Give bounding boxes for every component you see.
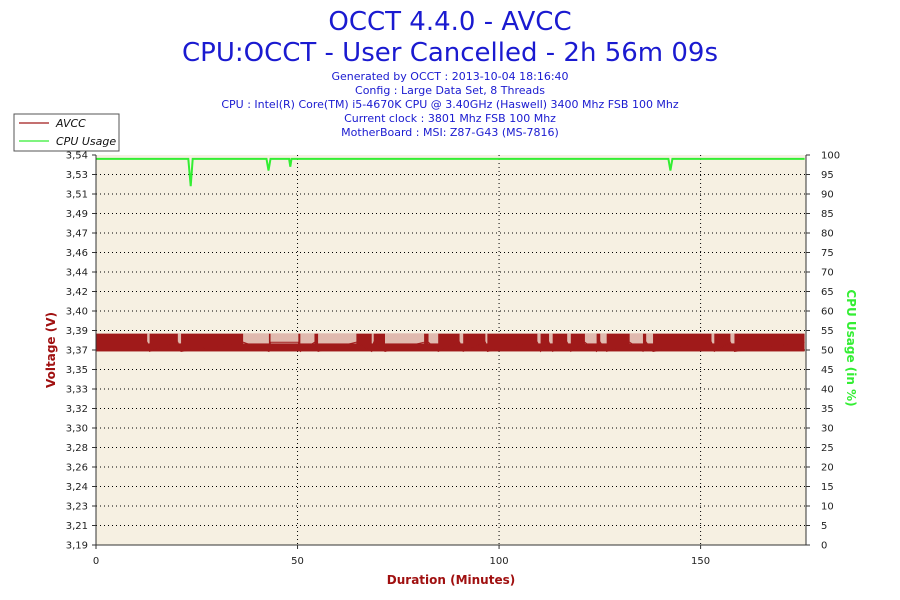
info-generated: Generated by OCCT : 2013-10-04 18:16:40 [331, 70, 568, 83]
y2-tick-label: 65 [821, 287, 834, 298]
y2-tick-label: 55 [821, 326, 834, 337]
y-tick-label: 3,35 [66, 365, 88, 376]
avcc-gap [584, 333, 597, 344]
y2-tick-label: 80 [821, 229, 834, 240]
y-tick-label: 3,26 [66, 463, 88, 474]
y2-tick-label: 100 [821, 151, 840, 162]
y-tick-label: 3,42 [66, 287, 88, 298]
y2-tick-label: 85 [821, 209, 834, 220]
tick-labels: 3,19 0 3,21 5 3,23 10 3,24 15 3,26 20 3,28 25 3,30 30… [66, 151, 840, 568]
avcc-gap [243, 333, 269, 344]
y-tick-label: 3,54 [66, 151, 88, 162]
y-tick-label: 3,49 [66, 209, 88, 220]
avcc-gap [485, 333, 488, 344]
info-clock: Current clock : 3801 Mhz FSB 100 Mhz [344, 112, 556, 125]
y-tick-label: 3,21 [66, 521, 88, 532]
x-tick-label: 0 [93, 556, 99, 567]
y-tick-label: 3,24 [66, 482, 88, 493]
avcc-gap [730, 333, 735, 344]
y-tick-label: 3,47 [66, 229, 88, 240]
y2-tick-label: 20 [821, 463, 834, 474]
info-cpu: CPU : Intel(R) Core(TM) i5-4670K CPU @ 3… [221, 98, 679, 111]
legend-label-avcc: AVCC [55, 117, 86, 130]
avcc-gap [428, 333, 439, 344]
avcc-gap [567, 333, 571, 344]
y2-tick-label: 5 [821, 521, 827, 532]
y-tick-label: 3,53 [66, 170, 88, 181]
y-axis-title: Voltage (V) [44, 312, 58, 388]
y-tick-label: 3,32 [66, 404, 88, 415]
chart-subtitle: CPU:OCCT - User Cancelled - 2h 56m 09s [182, 38, 718, 68]
avcc-gap [177, 333, 182, 344]
y-tick-label: 3,37 [66, 346, 88, 357]
y2-tick-label: 50 [821, 346, 834, 357]
grid [96, 155, 806, 545]
legend-box [13, 113, 120, 152]
avcc-gap [384, 333, 425, 344]
y-tick-label: 3,40 [66, 307, 88, 318]
y2-tick-label: 30 [821, 424, 834, 435]
y-tick-label: 3,44 [66, 268, 88, 279]
y2-tick-label: 40 [821, 385, 834, 396]
series-cpu-usage-line [96, 157, 805, 187]
y-tick-label: 3,23 [66, 502, 88, 513]
avcc-gap [300, 333, 315, 344]
y2-tick-label: 70 [821, 268, 834, 279]
series-avcc-line [96, 341, 805, 353]
avcc-gap [629, 333, 643, 344]
y2-tick-label: 15 [821, 482, 834, 493]
x-tick-label: 150 [691, 556, 710, 567]
avcc-band [96, 333, 805, 352]
info-config: Config : Large Data Set, 8 Threads [355, 84, 545, 97]
avcc-gap [459, 333, 464, 344]
y2-tick-label: 95 [821, 170, 834, 181]
y-tick-label: 3,28 [66, 443, 88, 454]
legend: AVCC CPU Usage [13, 113, 120, 152]
avcc-gap [147, 333, 150, 344]
y-tick-label: 3,19 [66, 541, 88, 552]
avcc-gap [537, 333, 541, 344]
avcc-gap [549, 333, 553, 344]
avcc-gap [600, 333, 607, 344]
y-tick-label: 3,30 [66, 424, 88, 435]
x-tick-label: 100 [490, 556, 509, 567]
series-layer [96, 157, 805, 353]
y2-tick-label: 75 [821, 248, 834, 259]
avcc-gap [711, 333, 715, 344]
y2-axis-title: CPU Usage (in %) [844, 289, 858, 406]
y2-tick-label: 10 [821, 502, 834, 513]
axes [92, 154, 810, 549]
y-tick-label: 3,39 [66, 326, 88, 337]
x-tick-label: 50 [291, 556, 304, 567]
y2-tick-label: 0 [821, 541, 827, 552]
y2-tick-label: 45 [821, 365, 834, 376]
y2-tick-label: 90 [821, 190, 834, 201]
avcc-gap [270, 333, 299, 344]
y2-tick-label: 35 [821, 404, 834, 415]
info-motherboard: MotherBoard : MSI: Z87-G43 (MS-7816) [341, 126, 559, 139]
x-axis-title: Duration (Minutes) [387, 573, 515, 587]
y2-tick-label: 25 [821, 443, 834, 454]
avcc-gap [646, 333, 654, 344]
avcc-gap [371, 333, 374, 344]
chart-title: OCCT 4.4.0 - AVCC [328, 7, 571, 37]
y2-tick-label: 60 [821, 307, 834, 318]
y-tick-label: 3,46 [66, 248, 88, 259]
avcc-gap [318, 333, 357, 344]
legend-label-cpu-usage: CPU Usage [56, 135, 116, 148]
y-tick-label: 3,51 [66, 190, 88, 201]
y-tick-label: 3,33 [66, 385, 88, 396]
